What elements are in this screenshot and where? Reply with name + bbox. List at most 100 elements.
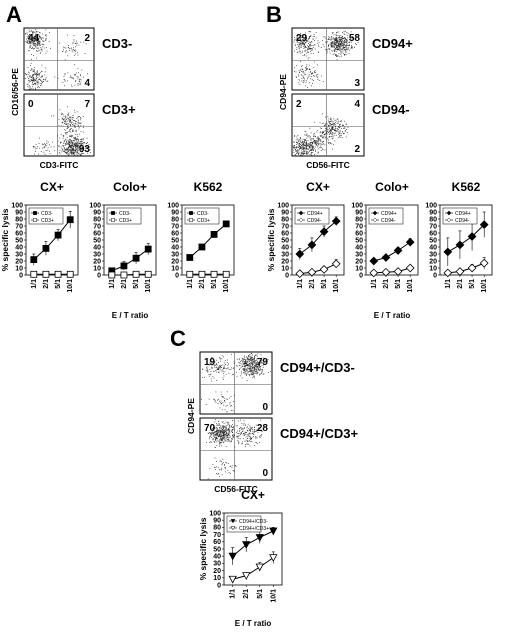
y-axis-label: % specific lysis (266, 208, 276, 271)
series-1 (108, 270, 152, 279)
y-tick-label: 90 (281, 209, 289, 216)
y-tick-label: 80 (213, 525, 221, 532)
series-0 (186, 220, 230, 261)
flow-x-axis-label: CD3-FITC (40, 160, 79, 170)
y-tick-label: 20 (355, 258, 363, 265)
legend-symbol (33, 211, 37, 215)
data-point (210, 230, 218, 238)
y-tick-label: 10 (429, 265, 437, 272)
quadrant-upper-right-value: 58 (349, 33, 361, 44)
flow-dots (293, 30, 359, 88)
y-tick-label: 100 (425, 202, 437, 209)
data-point (108, 271, 116, 279)
y-tick-label: 70 (171, 223, 179, 230)
chart-legend: CD94+/CD3-CD94+/CD3+ (226, 515, 269, 533)
y-tick-label: 20 (281, 258, 289, 265)
legend-symbol (372, 217, 378, 223)
panel-letter-a: A (6, 2, 22, 27)
legend-entry: CD3- (197, 211, 209, 217)
legend-marker (111, 218, 115, 222)
series-0 (108, 243, 152, 275)
data-point (479, 258, 489, 268)
y-tick-label: 60 (213, 539, 221, 546)
legend-entry: CD3+ (119, 218, 132, 224)
series-line (232, 557, 274, 580)
x-tick-label: 10/1 (481, 279, 488, 293)
chart-legend: CD94+CD94- (442, 207, 478, 225)
x-tick-label: 1/1 (297, 279, 304, 289)
data-point (42, 244, 50, 252)
y-tick-label: 80 (281, 216, 289, 223)
data-point (120, 271, 128, 279)
chart-title: K562 (194, 180, 223, 194)
y-tick-label: 0 (285, 272, 289, 279)
data-point (295, 249, 305, 259)
y-tick-label: 100 (89, 202, 101, 209)
series-0 (30, 211, 74, 266)
legend-entry: CD94+/CD3- (239, 519, 268, 525)
x-tick-label: 10/1 (407, 279, 414, 293)
chart-title: Colo+ (375, 180, 409, 194)
series-1 (186, 270, 230, 278)
x-tick-label: 10/1 (333, 279, 340, 293)
legend-marker (189, 218, 193, 222)
y-tick-label: 80 (93, 216, 101, 223)
data-point (255, 563, 264, 572)
y-tick-label: 60 (15, 230, 23, 237)
y-tick-label: 40 (355, 244, 363, 251)
data-point (455, 267, 465, 276)
data-point (198, 243, 206, 251)
y-tick-label: 100 (167, 202, 179, 209)
data-point (30, 270, 38, 278)
y-tick-label: 40 (93, 244, 101, 251)
chart-legend: CD94+CD94- (368, 207, 404, 225)
legend-entry: CD3+ (41, 218, 54, 224)
subset-label: CD3- (102, 36, 132, 51)
y-tick-label: 90 (355, 209, 363, 216)
legend-symbol (189, 218, 193, 222)
quadrant-lower-right-value: 0 (262, 468, 268, 479)
y-tick-label: 20 (93, 258, 101, 265)
y-tick-label: 50 (15, 237, 23, 244)
plots-layer: 44 2 4 CD3- 0 7 93 CD3+ CD16/56-PE CD3-FITC 29 58 3 C… (0, 27, 493, 628)
x-tick-label: 10/1 (223, 279, 230, 293)
series-1 (443, 257, 489, 278)
y-tick-label: 100 (351, 202, 363, 209)
data-point (54, 270, 62, 278)
chart-legend: CD3-CD3+ (184, 207, 220, 225)
y-tick-label: 90 (15, 209, 23, 216)
x-tick-label: 10/1 (67, 279, 74, 293)
x-tick-label: 2/1 (383, 279, 390, 289)
data-point (66, 216, 74, 224)
x-tick-label: 5/1 (395, 279, 402, 289)
x-tick-label: 2/1 (309, 279, 316, 289)
y-tick-label: 40 (429, 244, 437, 251)
series-line (111, 248, 149, 272)
legend-marker (111, 211, 115, 215)
x-tick-label: 5/1 (321, 279, 328, 289)
series-line (189, 223, 227, 258)
data-point (269, 554, 278, 562)
chart-title: CX+ (40, 180, 64, 194)
y-tick-label: 90 (213, 518, 221, 525)
quadrant-upper-left-value: 44 (28, 33, 40, 44)
data-point (393, 267, 403, 276)
y-tick-label: 30 (171, 251, 179, 258)
y-tick-label: 70 (213, 532, 221, 539)
y-tick-label: 100 (209, 510, 221, 517)
flow-plots-a: 44 2 4 CD3- 0 7 93 CD3+ CD16/56-PE CD3-FITC (10, 27, 136, 170)
data-point (307, 267, 317, 277)
y-tick-label: 40 (15, 244, 23, 251)
y-tick-label: 20 (15, 258, 23, 265)
legend-symbol (298, 217, 304, 223)
y-tick-label: 0 (359, 272, 363, 279)
data-point (144, 270, 152, 278)
quadrant-lower-right-value: 0 (262, 402, 268, 413)
y-tick-label: 50 (93, 237, 101, 244)
flow-x-axis-label: CD56-FITC (214, 484, 257, 494)
flow-dots (206, 419, 263, 480)
quadrant-upper-left-value: 29 (296, 33, 308, 44)
y-tick-label: 40 (281, 244, 289, 251)
flow-y-axis-label: CD16/56-PE (10, 68, 20, 116)
